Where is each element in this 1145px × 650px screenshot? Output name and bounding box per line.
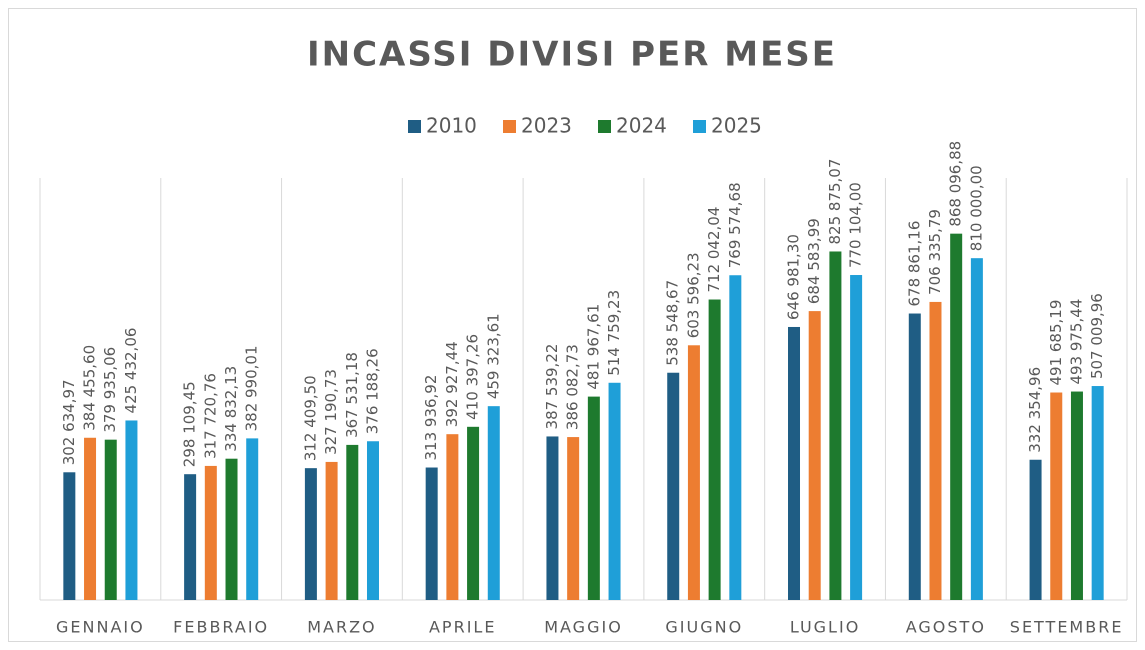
bar [325,461,338,600]
x-tick-label: FEBBRAIO [173,618,269,637]
data-label: 538 548,67 [664,280,682,366]
data-label: 317 720,76 [201,373,219,459]
bar [246,438,259,600]
data-label: 302 634,97 [60,379,78,465]
x-tick-label: AGOSTO [906,618,986,637]
bar [1050,392,1063,600]
bar [708,299,721,600]
chart-title: INCASSI DIVISI PER MESE [307,35,837,75]
bar [104,439,117,600]
data-label: 298 109,45 [181,381,199,467]
data-label: 386 082,73 [564,344,582,430]
bar [125,420,138,600]
data-label: 410 397,26 [464,334,482,420]
bar [366,441,379,600]
legend-swatch [693,120,706,133]
data-label: 491 685,19 [1047,300,1065,386]
legend-label: 2024 [616,114,667,138]
bar [204,465,217,600]
data-label: 459 323,61 [484,313,502,399]
data-label: 770 104,00 [847,182,865,268]
bar [346,444,359,600]
bar [1070,391,1083,600]
data-label: 384 455,60 [81,345,99,431]
data-label: 313 936,92 [422,375,440,461]
x-tick-label: GENNAIO [56,618,145,637]
x-tick-label: MARZO [307,618,376,637]
data-label: 810 000,00 [967,165,985,251]
bar [467,426,480,600]
bar [667,372,680,600]
data-label: 507 009,96 [1088,293,1106,379]
legend-swatch [598,120,611,133]
bar [808,311,821,600]
legend-swatch [408,120,421,133]
bar [729,275,742,600]
legend-label: 2025 [711,114,762,138]
data-label: 332 354,96 [1026,367,1044,453]
bar [425,467,438,600]
x-tick-label: GIUGNO [665,618,743,637]
data-label: 514 759,23 [605,290,623,376]
x-tick-label: APRILE [429,618,496,637]
bar [1091,386,1104,600]
bar [184,474,197,600]
data-label: 603 596,23 [684,252,702,338]
bar [304,468,317,600]
legend-swatch [503,120,516,133]
bar [788,326,801,600]
x-tick-label: MAGGIO [544,618,623,637]
data-label: 387 539,22 [543,344,561,430]
data-label: 312 409,50 [301,375,319,461]
data-label: 678 861,16 [905,221,923,307]
bar [446,434,459,600]
data-label: 382 990,01 [243,345,261,431]
data-label: 327 190,73 [322,369,340,455]
data-label: 392 927,44 [443,341,461,427]
data-label: 825 875,07 [826,159,844,245]
data-label: 769 574,68 [726,182,744,268]
data-label: 646 981,30 [785,234,803,320]
bar [908,313,921,600]
data-label: 334 832,13 [222,366,240,452]
bar [1029,459,1042,600]
bar [608,382,621,600]
bar [829,251,842,600]
x-tick-label: SETTEMBRE [1010,618,1124,637]
legend-label: 2010 [426,114,477,138]
bar [587,396,600,600]
data-label: 481 967,61 [584,304,602,390]
bar [929,301,942,600]
bar [63,472,76,600]
bar [487,406,500,600]
data-label: 493 975,44 [1067,299,1085,385]
bar [950,233,963,600]
bar [546,436,559,600]
data-label: 367 531,18 [343,352,361,438]
bar [687,345,700,600]
bar [567,437,580,600]
bar [225,458,238,600]
x-tick-label: LUGLIO [790,618,860,637]
bar [850,275,863,600]
legend-label: 2023 [521,114,572,138]
bar [970,258,983,600]
bar [84,437,97,600]
data-label: 706 335,79 [926,209,944,295]
data-label: 376 188,26 [363,348,381,434]
data-label: 712 042,04 [705,207,723,293]
data-label: 425 432,06 [122,328,140,414]
data-label: 868 096,88 [947,141,965,227]
data-label: 684 583,99 [805,218,823,304]
data-label: 379 935,06 [101,347,119,433]
